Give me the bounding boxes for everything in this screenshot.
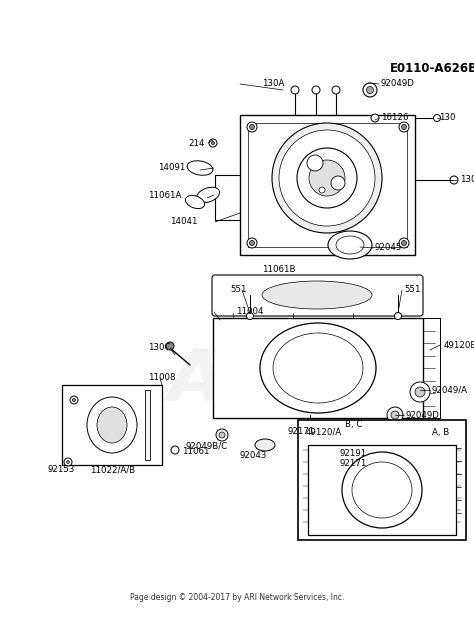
Circle shape: [291, 86, 299, 94]
Circle shape: [306, 428, 314, 436]
Ellipse shape: [196, 187, 219, 203]
Circle shape: [401, 124, 407, 129]
Circle shape: [73, 399, 75, 402]
Circle shape: [211, 142, 215, 144]
Text: 11008: 11008: [148, 373, 175, 383]
Ellipse shape: [309, 160, 345, 196]
Circle shape: [246, 313, 254, 319]
Circle shape: [394, 313, 401, 319]
Ellipse shape: [342, 452, 422, 528]
Text: ARI: ARI: [168, 345, 306, 415]
Text: 551: 551: [404, 285, 420, 295]
Bar: [240, 115, 415, 255]
Circle shape: [399, 238, 409, 248]
Circle shape: [319, 187, 325, 193]
Text: 92049B/C: 92049B/C: [186, 441, 228, 451]
Text: 551: 551: [230, 285, 246, 295]
Circle shape: [391, 411, 399, 419]
Circle shape: [331, 176, 345, 190]
Bar: [62, 385, 162, 465]
Circle shape: [311, 160, 321, 170]
Text: 49120/A: 49120/A: [306, 428, 342, 436]
Text: 130C: 130C: [148, 344, 171, 352]
Text: 130B: 130B: [460, 176, 474, 184]
Circle shape: [249, 124, 255, 129]
Ellipse shape: [273, 333, 363, 403]
Bar: [145, 390, 150, 460]
Circle shape: [332, 86, 340, 94]
Ellipse shape: [297, 148, 357, 208]
Bar: [308, 445, 456, 535]
Text: 92045: 92045: [375, 243, 402, 253]
Text: E0110-A626B: E0110-A626B: [390, 61, 474, 74]
Text: 92049D: 92049D: [381, 79, 415, 89]
Text: 14091: 14091: [158, 163, 185, 173]
Ellipse shape: [272, 123, 382, 233]
Circle shape: [401, 241, 407, 246]
Text: 130A: 130A: [262, 79, 284, 89]
Text: 11061A: 11061A: [148, 191, 182, 199]
Text: 92153: 92153: [48, 465, 75, 475]
Ellipse shape: [87, 397, 137, 453]
Circle shape: [450, 176, 458, 184]
Ellipse shape: [336, 236, 364, 254]
Circle shape: [307, 155, 323, 171]
Text: B, C: B, C: [345, 420, 363, 428]
Text: A, B: A, B: [432, 428, 449, 436]
Ellipse shape: [262, 281, 372, 309]
Ellipse shape: [255, 439, 275, 451]
Circle shape: [358, 448, 366, 456]
Bar: [213, 318, 423, 418]
Circle shape: [399, 122, 409, 132]
Text: 11022/A/B: 11022/A/B: [90, 465, 135, 475]
Circle shape: [249, 241, 255, 246]
Circle shape: [64, 458, 72, 466]
Circle shape: [410, 382, 430, 402]
Bar: [298, 420, 466, 540]
Circle shape: [219, 432, 225, 438]
Text: 49120B/C: 49120B/C: [444, 340, 474, 350]
Circle shape: [216, 429, 228, 441]
Text: 130: 130: [439, 113, 456, 123]
Text: 92049/A: 92049/A: [432, 386, 468, 394]
Circle shape: [336, 181, 344, 189]
Text: 92043: 92043: [240, 451, 267, 459]
Text: 92171: 92171: [340, 459, 367, 469]
Ellipse shape: [185, 196, 205, 209]
Text: 11061: 11061: [182, 448, 210, 456]
Ellipse shape: [352, 462, 412, 518]
Circle shape: [356, 436, 364, 444]
Text: 92191: 92191: [340, 449, 367, 459]
Circle shape: [247, 238, 257, 248]
Text: 92049D: 92049D: [406, 410, 440, 420]
FancyBboxPatch shape: [212, 275, 423, 316]
Circle shape: [70, 396, 78, 404]
Circle shape: [312, 86, 320, 94]
Text: 16126: 16126: [381, 113, 409, 123]
Text: 92171: 92171: [288, 428, 315, 436]
Circle shape: [434, 115, 440, 121]
Ellipse shape: [187, 161, 213, 175]
Text: Page design © 2004-2017 by ARI Network Services, Inc.: Page design © 2004-2017 by ARI Network S…: [130, 594, 344, 602]
Circle shape: [415, 387, 425, 397]
Text: 11004: 11004: [236, 308, 264, 316]
Circle shape: [166, 342, 174, 350]
Text: 214: 214: [188, 139, 204, 147]
Bar: [248, 123, 407, 247]
Ellipse shape: [97, 407, 127, 443]
Circle shape: [171, 446, 179, 454]
Circle shape: [209, 139, 217, 147]
Text: 11061B: 11061B: [262, 266, 295, 274]
Ellipse shape: [328, 231, 372, 259]
Circle shape: [356, 424, 364, 432]
Circle shape: [363, 83, 377, 97]
Ellipse shape: [260, 323, 376, 413]
Circle shape: [387, 407, 403, 423]
Ellipse shape: [279, 130, 375, 226]
Circle shape: [247, 122, 257, 132]
Circle shape: [66, 461, 70, 464]
Text: 14041: 14041: [170, 217, 198, 227]
Circle shape: [366, 87, 374, 93]
Circle shape: [371, 114, 379, 122]
